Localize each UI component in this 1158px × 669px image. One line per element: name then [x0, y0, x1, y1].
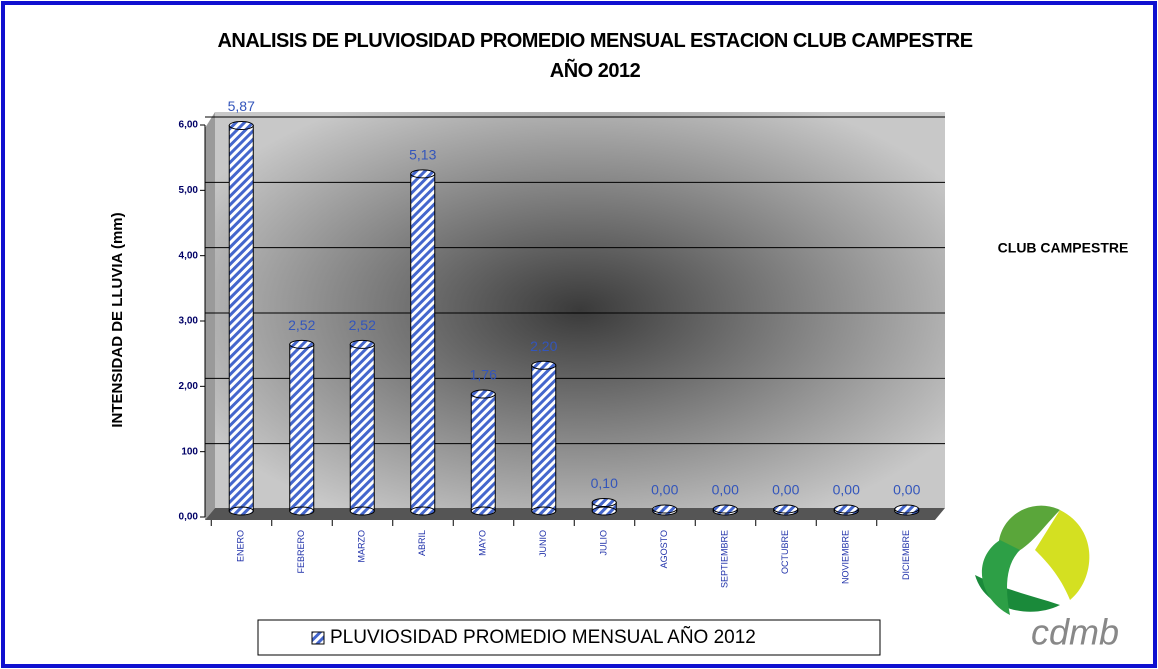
- side-wall: [205, 112, 215, 520]
- floor: [205, 508, 945, 520]
- y-tick-label: 6,00: [179, 120, 199, 131]
- y-axis-label: INTENSIDAD DE LLUVIA (mm): [109, 212, 126, 427]
- x-tick-label: ABRIL: [417, 530, 427, 556]
- bar-top: [652, 504, 678, 514]
- bar-base: [470, 506, 496, 516]
- data-label: 2,20: [530, 338, 557, 354]
- bar-top: [894, 504, 920, 514]
- bar: [349, 343, 375, 512]
- bar-top: [470, 389, 496, 399]
- bar-top: [289, 339, 315, 349]
- legend-box: [257, 619, 881, 656]
- bar-top: [349, 339, 375, 349]
- bar: [531, 364, 557, 512]
- data-label: 0,00: [772, 482, 799, 498]
- data-label: 0,00: [833, 482, 860, 498]
- x-tick-label: FEBRERO: [296, 530, 306, 574]
- x-tick-label: MARZO: [357, 530, 367, 563]
- bar-base: [349, 506, 375, 516]
- bar-top: [712, 504, 738, 514]
- bar-base: [410, 506, 436, 516]
- bar: [470, 393, 496, 512]
- bar-top: [531, 360, 557, 370]
- data-label: 2,52: [349, 317, 376, 333]
- bar-top: [228, 120, 254, 130]
- x-tick-label: SEPTIEMBRE: [720, 530, 730, 588]
- back-wall: [215, 112, 945, 508]
- logo: [975, 505, 1090, 615]
- y-tick-label: 0,00: [179, 512, 199, 523]
- bar: [410, 173, 436, 512]
- side-label: CLUB CAMPESTRE: [998, 240, 1129, 256]
- bar-top: [773, 504, 799, 514]
- bar-base: [228, 506, 254, 516]
- legend-swatch: [311, 631, 325, 645]
- data-label: 5,87: [228, 98, 255, 114]
- bar: [289, 343, 315, 512]
- y-tick-label: 4,00: [179, 250, 199, 261]
- data-label: 1,76: [470, 367, 497, 383]
- bar: [228, 124, 254, 512]
- x-tick-label: AGOSTO: [659, 530, 669, 568]
- y-tick-label: 5,00: [179, 185, 199, 196]
- bar-base: [531, 506, 557, 516]
- x-tick-label: DICIEMBRE: [901, 530, 911, 580]
- bar-base: [289, 506, 315, 516]
- x-tick-label: JULIO: [599, 530, 609, 556]
- data-label: 0,00: [651, 482, 678, 498]
- bar-base: [591, 506, 617, 516]
- bar-top: [833, 504, 859, 514]
- x-tick-label: OCTUBRE: [780, 530, 790, 574]
- logo-text: cdmb: [1031, 612, 1119, 653]
- x-tick-label: MAYO: [478, 530, 488, 556]
- legend-label: PLUVIOSIDAD PROMEDIO MENSUAL AÑO 2012: [330, 626, 756, 648]
- bar-top: [410, 169, 436, 179]
- data-label: 0,00: [712, 482, 739, 498]
- y-tick-label: 2,00: [179, 381, 199, 392]
- data-label: 0,10: [591, 475, 618, 491]
- x-tick-label: JUNIO: [538, 530, 548, 557]
- data-label: 5,13: [409, 147, 436, 163]
- chart-title: ANALISIS DE PLUVIOSIDAD PROMEDIO MENSUAL…: [217, 30, 973, 82]
- x-tick-label: NOVIEMBRE: [841, 530, 851, 584]
- bar-top: [591, 497, 617, 507]
- y-tick-label: 100: [181, 446, 198, 457]
- x-tick-label: ENERO: [236, 530, 246, 562]
- y-tick-label: 3,00: [179, 316, 199, 327]
- data-label: 2,52: [288, 317, 315, 333]
- data-label: 0,00: [893, 482, 920, 498]
